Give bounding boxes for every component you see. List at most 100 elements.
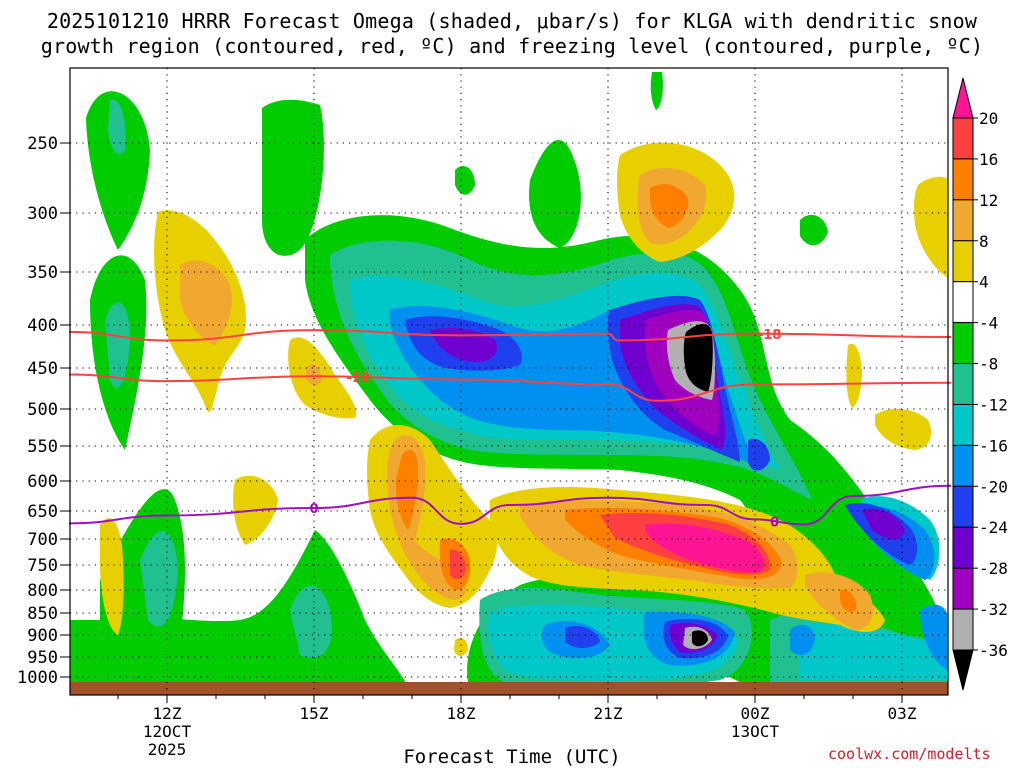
colorbar-segment <box>952 608 974 651</box>
omega-region <box>306 364 322 386</box>
y-tick-label: 900 <box>27 626 58 646</box>
x-tick-label: 12Z <box>153 704 182 723</box>
omega-region <box>805 572 874 630</box>
contour-line <box>68 484 952 526</box>
colorbar-label: -36 <box>979 641 1008 660</box>
colorbar-segment <box>952 485 974 528</box>
contour-label: 0 <box>770 515 779 530</box>
colorbar-label: 8 <box>979 232 989 251</box>
y-tick-label: 450 <box>27 359 58 379</box>
omega-region <box>395 450 418 530</box>
y-tick-label: 950 <box>27 648 58 668</box>
colorbar-segment <box>952 444 974 487</box>
y-tick-label: 250 <box>27 134 58 154</box>
omega-shading <box>70 72 948 691</box>
contour-label: 0 <box>309 502 318 517</box>
y-tick-label: 1000 <box>17 668 58 688</box>
omega-region <box>430 328 497 362</box>
colorbar: 20 16 12 8 4 -4 -8 -12 -16 -20 -24 -28 -32 -36 <box>952 77 1008 691</box>
contour-lines: -18 -12 0 0 <box>68 328 952 530</box>
omega-region <box>288 337 357 419</box>
colorbar-label: -32 <box>979 600 1008 619</box>
contour-label: -12 <box>346 371 370 386</box>
omega-region <box>840 589 857 612</box>
colorbar-segment <box>952 240 974 283</box>
y-tick-label: 850 <box>27 604 58 624</box>
x-axis-label: Forecast Time (UTC) <box>403 746 621 768</box>
omega-region <box>529 140 581 248</box>
omega-region <box>450 549 466 580</box>
plot-frame <box>69 67 949 696</box>
colorbar-arrow-bottom <box>952 649 974 691</box>
colorbar-segment <box>952 363 974 405</box>
colorbar-label: -4 <box>979 314 998 333</box>
colorbar-segment <box>952 322 974 365</box>
x-tick-sublabel: 2025 <box>148 740 187 759</box>
omega-region <box>105 302 130 388</box>
omega-region <box>140 531 178 627</box>
omega-region <box>650 72 663 110</box>
chart-title-line-1: 2025101210 HRRR Forecast Omega (shaded, … <box>46 9 978 33</box>
colorbar-label: -12 <box>979 395 1008 414</box>
x-tick-label: 00Z <box>741 704 770 723</box>
omega-region <box>748 438 770 471</box>
omega-region <box>86 91 150 250</box>
y-tick-label: 700 <box>27 530 58 550</box>
y-tick-label: 800 <box>27 581 58 601</box>
x-tick-label: 21Z <box>594 704 623 723</box>
colorbar-segment <box>952 567 974 610</box>
colorbar-label: 4 <box>979 273 989 292</box>
y-tick-label: 350 <box>27 263 58 283</box>
x-tick-label: 15Z <box>300 704 329 723</box>
colorbar-segment <box>952 526 974 569</box>
omega-region <box>645 523 765 573</box>
omega-region <box>565 625 600 648</box>
omega-region <box>920 604 948 670</box>
colorbar-arrow-top <box>952 77 974 119</box>
omega-region <box>800 623 948 680</box>
colorbar-segment <box>952 158 974 201</box>
omega-region <box>846 343 862 408</box>
colorbar-label: -8 <box>979 355 998 374</box>
omega-region <box>692 630 708 647</box>
x-tick-sublabel: 12OCT <box>143 722 192 741</box>
colorbar-label: -16 <box>979 436 1008 455</box>
omega-region <box>862 508 905 540</box>
omega-region <box>290 585 332 658</box>
omega-region <box>683 323 713 392</box>
y-axis: 2503003504004505005506006507007508008509… <box>17 134 70 688</box>
y-tick-label: 500 <box>27 400 58 420</box>
credit-text: coolwx.com/modelts <box>828 745 991 763</box>
omega-region <box>914 176 948 278</box>
x-tick-label: 03Z <box>888 704 917 723</box>
colorbar-segment <box>952 117 974 160</box>
omega-region <box>875 408 932 450</box>
omega-region <box>262 99 324 256</box>
ground-surface <box>70 682 948 695</box>
colorbar-segment <box>952 199 974 242</box>
colorbar-label: 20 <box>979 109 998 128</box>
grid-lines <box>70 68 948 695</box>
omega-region <box>100 517 124 635</box>
contour-label: -18 <box>758 328 782 343</box>
contour-line <box>68 329 952 342</box>
omega-region <box>108 99 126 154</box>
colorbar-label: -24 <box>979 518 1008 537</box>
colorbar-segment <box>952 281 974 324</box>
omega-region <box>650 184 689 228</box>
omega-region <box>454 638 468 656</box>
colorbar-label: 12 <box>979 191 998 210</box>
y-tick-label: 650 <box>27 502 58 522</box>
x-tick-label: 18Z <box>447 704 476 723</box>
colorbar-label: -20 <box>979 477 1008 496</box>
omega-region <box>790 624 815 656</box>
y-tick-label: 750 <box>27 556 58 576</box>
contour-line <box>68 373 952 402</box>
colorbar-label: 16 <box>979 150 998 169</box>
omega-region <box>180 260 232 345</box>
omega-region <box>455 165 475 195</box>
chart-title-line-2: growth region (contoured, red, ºC) and f… <box>40 34 984 58</box>
y-tick-label: 300 <box>27 204 58 224</box>
